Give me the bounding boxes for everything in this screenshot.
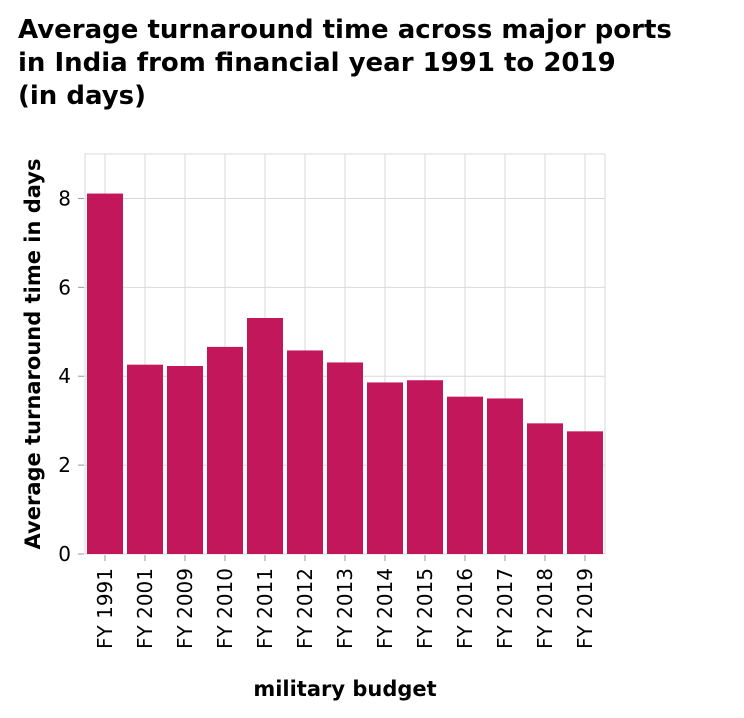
y-tick-label: 8 [58, 186, 71, 210]
bar [207, 346, 243, 554]
bar [447, 396, 483, 554]
x-tick-label: FY 2014 [373, 568, 397, 649]
x-tick-label: FY 2010 [213, 568, 237, 649]
chart-title: Average turnaround time across major por… [18, 14, 738, 113]
x-tick-label: FY 1991 [93, 568, 117, 649]
chart-title-line-2: in India from financial year 1991 to 201… [18, 48, 616, 78]
chart-title-line-3: (in days) [18, 81, 147, 111]
x-tick-label: FY 2016 [453, 568, 477, 649]
bar [527, 423, 563, 554]
x-axis-label: military budget [253, 677, 436, 701]
y-axis-label: Average turnaround time in days [21, 159, 45, 550]
bar [487, 398, 523, 554]
x-tick-label: FY 2011 [253, 568, 277, 649]
bar [167, 366, 203, 554]
x-axis-ticks: FY 1991 FY 2001 FY 2009 FY 2010 FY 2011 FY 20… [93, 555, 597, 649]
y-tick-label: 2 [58, 453, 71, 477]
bar [567, 431, 603, 554]
bar [287, 350, 323, 554]
x-tick-label: FY 2015 [413, 568, 437, 649]
y-tick-label: 4 [58, 364, 71, 388]
y-tick-label: 6 [58, 275, 71, 299]
bar [127, 364, 163, 554]
bars [87, 193, 603, 555]
x-tick-label: FY 2001 [133, 568, 157, 649]
x-tick-label: FY 2018 [533, 568, 557, 649]
bar [247, 318, 283, 554]
y-axis-ticks: 0 2 4 6 8 [58, 186, 84, 566]
x-tick-label: FY 2013 [333, 568, 357, 649]
x-tick-label: FY 2017 [493, 568, 517, 649]
bar [87, 193, 123, 555]
bar [367, 382, 403, 554]
x-tick-label: FY 2019 [573, 568, 597, 649]
chart-title-line-1: Average turnaround time across major por… [18, 15, 672, 45]
y-tick-label: 0 [58, 542, 71, 566]
x-tick-label: FY 2012 [293, 568, 317, 649]
bar [407, 380, 443, 554]
bar [327, 362, 363, 554]
x-tick-label: FY 2009 [173, 568, 197, 649]
